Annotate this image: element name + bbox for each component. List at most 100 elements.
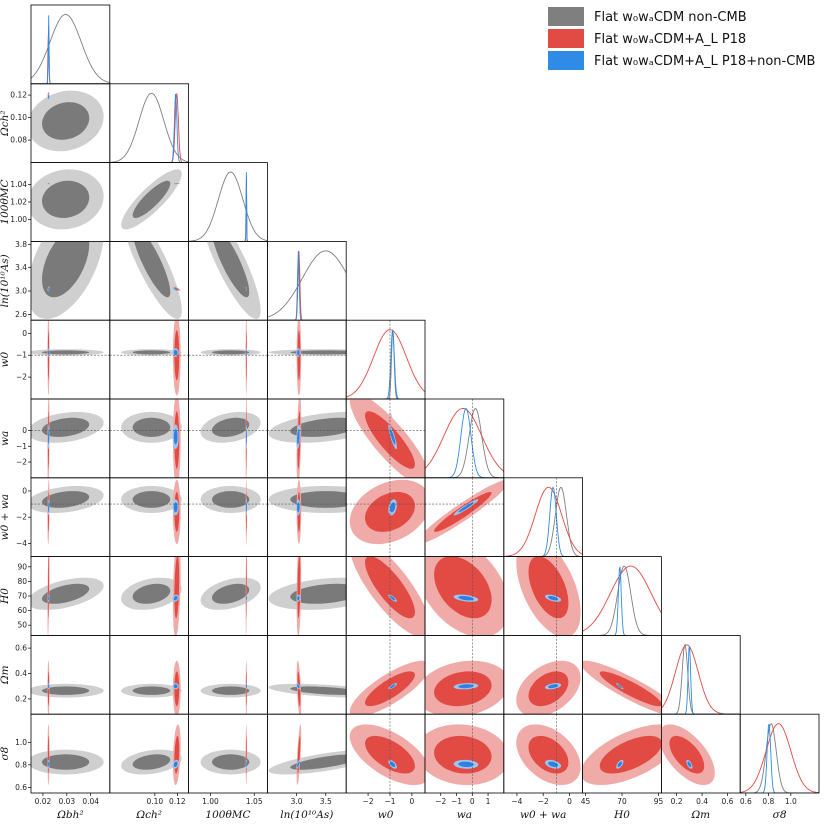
contour-68-obh2-w0-flat-w-w-cdm-non-cmb	[42, 350, 90, 355]
y-axis-label-och2: Ωch²	[0, 110, 11, 137]
posterior-obh2-flat-w-w-cdm-a-l-p18	[31, 26, 110, 84]
y-tick-label-w0wa: −2	[16, 513, 27, 522]
contour-68-wa-s8-flat-w-w-cdm-a-l-p18-non-cmb	[458, 761, 474, 767]
x-tick-label-Om: 0.4	[696, 797, 708, 806]
posterior-wa-flat-w-w-cdm-a-l-p18-non-cmb	[425, 407, 504, 478]
panel-lnAs-Om-marks	[268, 660, 347, 715]
panel-theta-w0-frame	[188, 319, 268, 400]
x-tick-label-obh2: 0.04	[82, 797, 99, 806]
panel-obh2-wa: −2 −1 0 wa	[0, 398, 111, 479]
posterior-s8-flat-w-w-cdm-a-l-p18	[740, 723, 820, 794]
panel-wa-w0wa	[424, 477, 505, 557]
panel-s8: 0.6 0.8 1.0 σ8	[739, 713, 820, 821]
panel-wa-Om	[424, 635, 505, 715]
y-tick-label-s8: 1.0	[15, 738, 27, 747]
contour-68-obh2-wa-flat-w-w-cdm-a-l-p18-non-cmb	[48, 429, 50, 445]
y-tick-label-lnAs: 3.4	[15, 263, 27, 272]
contour-68-theta-w0wa-flat-w-w-cdm-a-l-p18-non-cmb	[246, 502, 247, 513]
y-tick-label-wa: −2	[16, 458, 27, 467]
contour-68-H0-Om-flat-w-w-cdm-a-l-p18	[599, 671, 662, 707]
panel-lnAs-H0	[266, 556, 347, 636]
contour-68-theta-lnAs-flat-w-w-cdm-non-cmb	[213, 241, 250, 298]
panel-och2-lnAs	[109, 240, 190, 321]
y-tick-label-w0: 0	[22, 329, 27, 338]
y-tick-label-och2: 0.12	[10, 91, 27, 100]
y-axis-label-s8: σ8	[0, 746, 11, 760]
x-axis-label-wa: wa	[457, 809, 472, 821]
panel-obh2-Om-marks	[31, 660, 104, 715]
contour-68-Om-s8-flat-w-w-cdm-a-l-p18-non-cmb	[687, 761, 692, 767]
panel-och2-wa-marks	[109, 399, 189, 478]
legend-label-p18-non-cmb: Flat w₀wₐCDM+A_L P18+non-CMB	[594, 54, 815, 69]
panel-theta-w0-marks	[188, 320, 268, 396]
y-tick-label-wa: 0	[22, 426, 27, 435]
y-tick-label-H0: 70	[17, 592, 27, 601]
panel-och2-s8: 0.10 0.12 Ωch²	[109, 713, 190, 821]
x-tick-label-s8: 1.0	[785, 797, 797, 806]
panel-lnAs-wa-marks	[267, 399, 347, 478]
panel-lnAs-H0-marks	[268, 556, 347, 636]
contour-68-w0-s8-flat-w-w-cdm-a-l-p18-non-cmb	[389, 761, 396, 767]
y-tick-label-Om: 0.6	[15, 644, 27, 653]
panel-obh2-och2-marks	[31, 90, 104, 152]
contour-68-theta-w0-flat-w-w-cdm-a-l-p18-non-cmb	[246, 349, 247, 356]
y-tick-label-H0: 80	[17, 577, 27, 586]
panel-Om-marks	[661, 643, 741, 715]
panel-lnAs-w0	[266, 319, 347, 400]
contour-68-lnAs-w0-flat-w-w-cdm-a-l-p18-non-cmb	[297, 349, 300, 356]
posterior-lnAs-flat-w-w-cdm-a-l-p18	[267, 250, 347, 321]
panel-theta-Om	[188, 635, 268, 715]
legend-swatch-non-cmb	[548, 7, 584, 26]
y-tick-label-lnAs: 2.6	[15, 310, 27, 319]
x-axis-label-w0: w0	[378, 809, 394, 821]
contour-68-w0-w0wa-flat-w-w-cdm-a-l-p18-non-cmb	[389, 502, 396, 513]
contour-68-obh2-H0-flat-w-w-cdm-a-l-p18-non-cmb	[48, 596, 50, 601]
contour-68-obh2-lnAs-flat-w-w-cdm-a-l-p18-non-cmb	[48, 288, 50, 291]
panel-theta	[188, 162, 268, 242]
x-axis-label-obh2: Ωbh²	[56, 809, 83, 821]
panel-och2-theta	[109, 162, 190, 242]
contour-68-H0-s8-flat-w-w-cdm-a-l-p18-non-cmb	[617, 761, 622, 767]
x-axis-label-w0wa: w0 + wa	[520, 809, 566, 821]
contour-68-och2-H0-flat-w-w-cdm-non-cmb	[132, 583, 171, 604]
posterior-obh2-flat-w-w-cdm-non-cmb	[31, 14, 110, 84]
x-tick-label-s8: 0.8	[762, 797, 774, 806]
y-tick-label-wa: −1	[16, 442, 27, 451]
contour-68-theta-H0-flat-w-w-cdm-a-l-p18-non-cmb	[246, 596, 247, 601]
contour-68-lnAs-H0-flat-w-w-cdm-a-l-p18	[297, 556, 301, 619]
panel-lnAs	[266, 240, 347, 321]
contour-68-lnAs-H0-flat-w-w-cdm-non-cmb	[290, 583, 347, 604]
x-tick-label-H0: 45	[581, 797, 591, 806]
y-axis-label-w0wa: w0 + wa	[0, 494, 11, 540]
posterior-w0wa-flat-w-w-cdm-non-cmb	[503, 486, 583, 557]
contour-68-lnAs-Om-flat-w-w-cdm-a-l-p18-non-cmb	[297, 684, 300, 689]
contour-68-theta-w0-flat-w-w-cdm-non-cmb	[212, 350, 250, 355]
panel-lnAs-w0-marks	[267, 320, 347, 396]
x-tick-label-s8: 0.6	[740, 797, 752, 806]
panel-lnAs-frame	[266, 240, 347, 321]
contour-68-theta-wa-flat-w-w-cdm-a-l-p18-non-cmb	[246, 429, 247, 445]
panel-theta-lnAs	[188, 240, 268, 321]
panel-theta-marks	[188, 171, 268, 242]
panel-s8-marks	[740, 723, 820, 794]
panel-w0-s8: −2 −1 0 w0	[345, 713, 426, 821]
x-axis-label-Om: Ωm	[690, 809, 710, 821]
panel-w0wa-H0-marks	[516, 556, 581, 636]
contour-68-w0-wa-flat-w-w-cdm-a-l-p18-non-cmb	[389, 429, 396, 445]
y-tick-label-och2: 0.10	[10, 113, 27, 122]
posterior-H0-flat-w-w-cdm-a-l-p18	[582, 565, 662, 632]
panel-lnAs-Om	[266, 635, 347, 715]
contour-68-obh2-w0wa-flat-w-w-cdm-a-l-p18-non-cmb	[48, 502, 50, 513]
panel-w0wa-Om	[503, 635, 583, 715]
contour-68-lnAs-Om-flat-w-w-cdm-non-cmb	[290, 686, 347, 695]
y-tick-label-H0: 50	[17, 621, 27, 630]
panel-w0-wa-marks	[346, 399, 426, 478]
panel-H0-Om-marks	[582, 660, 662, 714]
x-tick-label-wa: 1	[486, 797, 491, 806]
contour-68-theta-w0wa-flat-w-w-cdm-non-cmb	[212, 491, 250, 508]
panel-obh2-w0-frame	[30, 319, 111, 400]
y-axis-label-wa: wa	[0, 431, 11, 446]
panel-theta-Om-marks	[200, 660, 261, 715]
panel-Om-s8: 0.2 0.4 0.6 Ωm	[661, 713, 741, 821]
contour-68-och2-s8-flat-w-w-cdm-non-cmb	[132, 754, 171, 770]
